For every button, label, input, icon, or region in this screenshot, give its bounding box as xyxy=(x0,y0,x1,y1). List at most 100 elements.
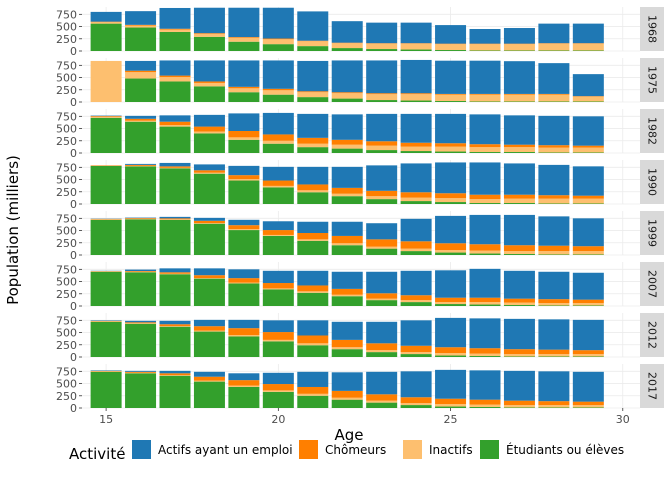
bar-segment xyxy=(331,372,363,391)
legend-key xyxy=(403,440,422,459)
bar-segment xyxy=(572,43,604,51)
bar-segment xyxy=(400,163,432,193)
bar-segment xyxy=(262,320,294,333)
bar-segment xyxy=(435,317,467,348)
bar-segment xyxy=(435,162,467,194)
bar-segment xyxy=(538,401,570,406)
bar-segment xyxy=(297,137,329,144)
bar-segment xyxy=(469,194,501,200)
bar-segment xyxy=(297,60,329,92)
bar-segment xyxy=(193,36,225,51)
bar-segment xyxy=(228,229,260,231)
bar-segment xyxy=(435,406,467,408)
bar-segment xyxy=(125,320,157,323)
bar-segment xyxy=(503,44,535,51)
bar-segment xyxy=(159,162,191,167)
bar-segment xyxy=(262,288,294,290)
bar-segment xyxy=(469,203,501,204)
bar-segment xyxy=(503,93,535,95)
bar-segment xyxy=(572,23,604,44)
bar-segment xyxy=(228,88,260,93)
bar-segment xyxy=(503,94,535,102)
bar-segment xyxy=(297,11,329,41)
bar-segment xyxy=(400,295,432,301)
bar-segment xyxy=(228,225,260,230)
bar-segment xyxy=(435,146,467,152)
bar-segment xyxy=(228,180,260,204)
bar-segment xyxy=(366,271,398,294)
y-tick-label: 250 xyxy=(56,237,77,250)
bar-segment xyxy=(366,298,398,301)
y-tick-label: 750 xyxy=(56,212,77,225)
bar-segment xyxy=(503,245,535,252)
bar-segment xyxy=(228,385,260,387)
bar-segment xyxy=(159,81,191,102)
bar-segment xyxy=(297,233,329,240)
bar-segment xyxy=(193,376,225,381)
bar-segment xyxy=(503,163,535,195)
bar-segment xyxy=(297,395,329,408)
bar-segment xyxy=(262,283,294,289)
bar-segment xyxy=(572,299,604,304)
bar-segment xyxy=(159,268,191,273)
bar-segment xyxy=(125,370,157,372)
bar-segment xyxy=(400,251,432,255)
bar-segment xyxy=(228,278,260,283)
bar-segment xyxy=(366,60,398,94)
bar-segment xyxy=(331,187,363,194)
bar-segment xyxy=(538,93,570,95)
bar-segment xyxy=(159,373,191,376)
bar-segment xyxy=(331,193,363,197)
bar-segment xyxy=(193,268,225,276)
bar-segment xyxy=(297,184,329,191)
bar-segment xyxy=(469,60,501,94)
bar-segment xyxy=(297,285,329,292)
bar-segment xyxy=(159,216,191,219)
bar-segment xyxy=(193,33,225,37)
bar-segment xyxy=(193,381,225,408)
y-tick-label: 500 xyxy=(56,225,77,238)
bar-segment xyxy=(331,245,363,255)
bar-segment xyxy=(435,143,467,147)
bar-segment xyxy=(297,393,329,396)
bar-segment xyxy=(366,343,398,351)
bar-segment xyxy=(228,7,260,38)
bar-segment xyxy=(366,199,398,204)
bar-segment xyxy=(435,302,467,305)
bar-segment xyxy=(90,116,122,117)
bar-segment xyxy=(159,75,191,78)
y-tick-label: 0 xyxy=(70,198,77,211)
bar-segment xyxy=(125,218,157,219)
bar-segment xyxy=(159,326,191,357)
bar-segment xyxy=(228,131,260,138)
y-tick-label: 0 xyxy=(70,96,77,109)
bar-segment xyxy=(538,371,570,402)
bar-segment xyxy=(503,203,535,204)
bar-segment xyxy=(469,44,501,51)
bar-segment xyxy=(193,217,225,221)
bar-segment xyxy=(331,399,363,408)
bar-segment xyxy=(159,60,191,76)
bar-segment xyxy=(435,151,467,153)
bar-segment xyxy=(193,170,225,173)
bar-segment xyxy=(469,162,501,195)
bar-segment xyxy=(262,235,294,255)
y-tick-label: 250 xyxy=(56,339,77,352)
bar-segment xyxy=(400,94,432,101)
bar-segment xyxy=(435,369,467,399)
bar-segment xyxy=(297,147,329,153)
bar-segment xyxy=(297,335,329,344)
bar-segment xyxy=(125,24,157,26)
bar-segment xyxy=(400,22,432,44)
bar-segment xyxy=(297,345,329,357)
bar-segment xyxy=(125,371,157,373)
bar-segment xyxy=(125,166,157,204)
bar-segment xyxy=(503,318,535,350)
bar-segment xyxy=(435,202,467,204)
bar-segment xyxy=(503,115,535,145)
bar-segment xyxy=(400,300,432,303)
bar-segment xyxy=(400,405,432,408)
bar-segment xyxy=(400,197,432,202)
bar-segment xyxy=(262,332,294,340)
